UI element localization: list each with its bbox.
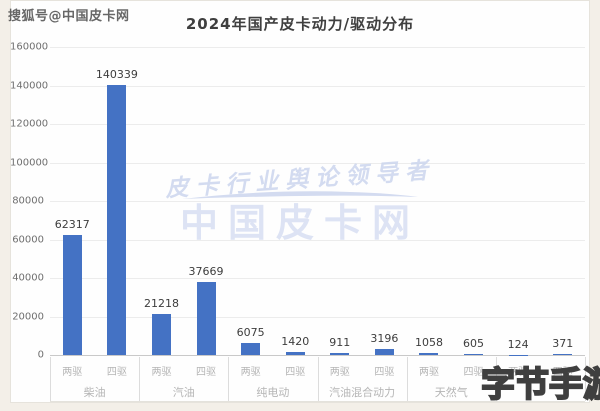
drive-type-label: 两驱: [508, 367, 529, 378]
drive-type-label: 两驱: [62, 367, 83, 378]
drive-type-label: 四驱: [552, 367, 573, 378]
drive-type-label: 四驱: [374, 367, 395, 378]
bar-value-label: 1058: [414, 335, 443, 349]
fuel-type-label: 汽油: [172, 386, 195, 399]
fuel-type-label: 纯电动: [256, 386, 290, 399]
gridline: [50, 239, 585, 241]
drive-type-label: 两驱: [329, 367, 350, 378]
bar: [553, 354, 573, 355]
chart-title: 2024年国产皮卡动力/驱动分布: [185, 15, 415, 33]
category-axis-separator: [406, 357, 408, 401]
y-axis-tick-label: 120000: [10, 118, 49, 130]
drive-type-label: 四驱: [285, 367, 306, 378]
x-axis-line: [50, 355, 585, 356]
bar: [285, 352, 305, 355]
gridline: [50, 201, 585, 202]
drive-type-label: 四驱: [463, 367, 484, 378]
drive-type-label: 两驱: [240, 367, 261, 378]
bar: [196, 282, 216, 355]
sohu-account-watermark: 搜狐号@中国皮卡网: [8, 9, 130, 24]
bar-value-label: 21218: [143, 297, 179, 311]
bar: [107, 84, 127, 355]
bar: [241, 343, 261, 355]
fuel-type-label: 天然气: [434, 386, 468, 399]
bar-value-label: 62317: [54, 218, 90, 232]
fuel-type-label: 汽油混合动力: [329, 386, 396, 399]
drive-type-label: 两驱: [418, 367, 439, 378]
bar-value-label: 140339: [95, 67, 138, 81]
bar-value-label: 124: [507, 337, 529, 351]
plot-area: 0 20000 40000 60000 80000 100000 120000 140000 1…: [10, 0, 590, 403]
bar: [464, 353, 484, 355]
bar-value-label: 1420: [281, 335, 310, 349]
gridline: [50, 124, 585, 125]
bar: [419, 352, 439, 355]
category-axis-separator: [317, 357, 319, 401]
bar-value-label: 605: [463, 336, 485, 350]
y-axis-tick-label: 20000: [12, 311, 44, 322]
bar-value-label: 371: [552, 337, 574, 351]
category-axis-separator: [228, 357, 230, 401]
y-axis-tick-label: 160000: [10, 41, 49, 53]
bar: [374, 348, 394, 355]
gridline: [50, 85, 585, 87]
y-axis-tick-label: 80000: [12, 195, 44, 207]
drive-type-label: 四驱: [106, 367, 127, 378]
category-axis-separator: [50, 357, 51, 401]
gridline: [50, 316, 585, 318]
category-axis-separator: [139, 357, 141, 401]
category-axis-bottom-line: [50, 401, 585, 402]
bar-value-label: 3196: [370, 331, 399, 345]
bar: [62, 235, 82, 355]
bytes-site-watermark: 字节手游网: [480, 365, 600, 405]
y-axis-tick-label: 0: [37, 349, 44, 361]
bar: [330, 353, 350, 355]
gridline: [50, 47, 585, 48]
fuel-type-label: 柴油: [83, 386, 106, 399]
bar-value-label: 911: [329, 336, 351, 350]
bar-value-label: 37669: [188, 265, 224, 279]
y-axis-tick-label: 100000: [10, 157, 49, 168]
y-axis-tick-label: 40000: [12, 272, 44, 284]
gridline: [50, 278, 585, 279]
category-axis-separator: [495, 357, 497, 401]
bar: [151, 314, 171, 355]
y-axis-tick-label: 60000: [12, 234, 44, 245]
drive-type-label: 两驱: [151, 367, 172, 378]
drive-type-label: 四驱: [196, 367, 217, 378]
gridline: [50, 162, 585, 164]
category-axis-separator: [585, 357, 586, 401]
y-axis-tick-label: 140000: [10, 80, 49, 91]
bar-value-label: 6075: [236, 326, 265, 340]
